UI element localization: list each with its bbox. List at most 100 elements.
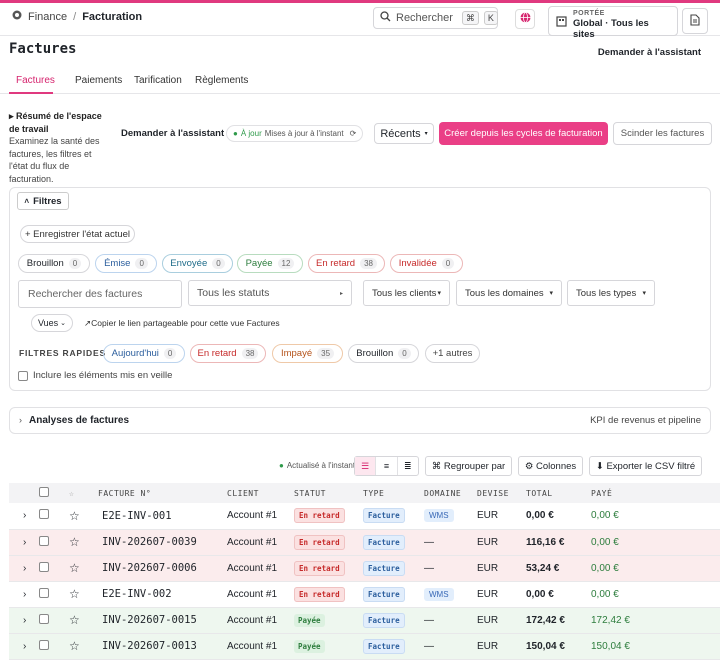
invoice-search-input[interactable]: Rechercher des factures <box>18 280 182 308</box>
select-all-checkbox[interactable] <box>39 487 49 497</box>
col-star: ☆ <box>69 483 98 503</box>
domain-cell: — <box>424 555 477 581</box>
table-row[interactable]: › ☆ E2E-INV-002 Account #1 En retard Facture W… <box>9 581 720 607</box>
recent-dropdown[interactable]: Récents ▾ <box>374 123 434 144</box>
star-icon[interactable]: ☆ <box>69 587 80 601</box>
views-label: Vues <box>37 318 59 328</box>
chevron-right-icon[interactable]: › <box>23 536 27 548</box>
invoice-analytics-section[interactable]: › Analyses de factures KPI de revenus et… <box>9 407 711 434</box>
row-checkbox[interactable] <box>39 509 49 520</box>
table-row[interactable]: › ☆ INV-202607-0015 Account #1 Payée Facture —… <box>9 607 720 633</box>
save-state-button[interactable]: + Enregistrer l'état actuel <box>20 225 135 243</box>
create-from-cycles-button[interactable]: Créer depuis les cycles de facturation <box>439 122 608 145</box>
domain-badge: WMS <box>424 587 454 601</box>
star-cell: ☆ <box>69 633 98 659</box>
row-checkbox[interactable] <box>39 587 49 598</box>
quick-filter-draft[interactable]: Brouillon 0 <box>348 344 419 363</box>
col-domain[interactable]: DOMAINE <box>424 488 462 498</box>
chevron-right-icon[interactable]: › <box>23 640 27 652</box>
ask-assistant-button[interactable]: Demander à l'assistant <box>121 128 225 139</box>
quick-filter-today[interactable]: Aujourd'hui 0 <box>103 344 185 363</box>
copy-share-link[interactable]: ↗Copier le lien partageable pour cette v… <box>84 318 280 328</box>
workspace-summary-toggle[interactable]: ▸ Résumé de l'espace de travail <box>9 110 109 135</box>
expand-cell: › <box>9 607 39 633</box>
star-icon[interactable]: ☆ <box>69 639 80 653</box>
group-by-button[interactable]: ⌘ Regrouper par <box>425 456 512 476</box>
status-chip-emise[interactable]: Émise 0 <box>95 254 157 273</box>
status-chip-brouillon[interactable]: Brouillon 0 <box>18 254 90 273</box>
clients-select[interactable]: Tous les clients ▾ <box>363 280 450 306</box>
status-chip-invalidee[interactable]: Invalidée 0 <box>390 254 463 273</box>
scope-selector[interactable]: PORTÉE Global · Tous les sites <box>548 6 678 40</box>
col-status[interactable]: STATUT <box>294 488 326 498</box>
invoice-id[interactable]: INV-202607-0039 <box>102 536 197 548</box>
client-name: Account #1 <box>227 536 278 548</box>
col-currency[interactable]: DEVISE <box>477 488 509 498</box>
domains-select[interactable]: Tous les domaines ▾ <box>456 280 562 306</box>
invoice-id[interactable]: INV-202607-0015 <box>102 614 197 626</box>
include-snoozed-checkbox[interactable] <box>18 370 28 381</box>
chevron-right-icon[interactable]: › <box>23 614 27 626</box>
ask-assistant-link[interactable]: Demander à l'assistant <box>597 47 701 58</box>
status-select[interactable]: Tous les statuts ▸ <box>188 280 352 306</box>
status-chip-envoyee[interactable]: Envoyée 0 <box>162 254 233 273</box>
types-select[interactable]: Tous les types ▾ <box>567 280 655 306</box>
star-cell: ☆ <box>69 607 98 633</box>
invoice-id[interactable]: INV-202607-0006 <box>102 562 197 574</box>
table-row[interactable]: › ☆ INV-202607-0039 Account #1 En retard Fact… <box>9 529 720 555</box>
columns-button[interactable]: ⚙ Colonnes <box>518 456 583 476</box>
globe-button[interactable] <box>515 9 535 29</box>
col-paid[interactable]: PAYÉ <box>591 488 613 498</box>
chevron-right-icon[interactable]: › <box>23 510 27 522</box>
chevron-right-icon[interactable]: › <box>23 588 27 600</box>
density-compact-icon[interactable]: ☰ <box>355 457 377 475</box>
views-dropdown[interactable]: Vues ⌄ <box>31 314 73 332</box>
export-csv-button[interactable]: ⬇ Exporter le CSV filtré <box>589 456 702 476</box>
table-row[interactable]: › ☆ INV-202607-0013 Account #1 Payée Facture —… <box>9 633 720 659</box>
status-chip-payee[interactable]: Payée 12 <box>237 254 303 273</box>
chevron-right-icon[interactable]: › <box>23 562 27 574</box>
invoice-id[interactable]: E2E-INV-001 <box>102 509 172 522</box>
split-invoices-button[interactable]: Scinder les factures <box>613 122 712 145</box>
invoice-id[interactable]: INV-202607-0013 <box>102 640 197 652</box>
currency: EUR <box>477 510 499 522</box>
row-checkbox[interactable] <box>39 535 49 546</box>
star-icon[interactable]: ☆ <box>69 508 80 523</box>
row-checkbox[interactable] <box>39 613 49 624</box>
domain-empty: — <box>424 536 434 548</box>
tab-tarification[interactable]: Tarification <box>134 75 182 86</box>
star-icon[interactable]: ☆ <box>69 613 80 627</box>
star-icon[interactable]: ☆ <box>69 535 80 549</box>
tab-reglements[interactable]: Règlements <box>195 75 249 86</box>
star-icon[interactable]: ☆ <box>69 561 80 575</box>
quick-filter-more[interactable]: +1 autres <box>425 344 480 363</box>
row-checkbox[interactable] <box>39 561 49 572</box>
table-row[interactable]: › ☆ INV-202607-0006 Account #1 En retard Fact… <box>9 555 720 581</box>
col-total[interactable]: TOTAL <box>526 488 553 498</box>
table-row[interactable]: › ☆ E2E-INV-001 Account #1 En retard Facture W… <box>9 503 720 529</box>
global-search[interactable]: Rechercher ⌘ K <box>373 7 498 29</box>
density-comfortable-icon[interactable]: ≣ <box>404 460 412 471</box>
invoice-id[interactable]: E2E-INV-002 <box>102 588 172 600</box>
client-name: Account #1 <box>227 562 278 574</box>
filters-toggle[interactable]: ˄ Filtres <box>17 192 69 210</box>
tab-paiements[interactable]: Paiements <box>75 75 123 86</box>
paid-amount: 0,00 € <box>591 510 619 522</box>
status-chip-en-retard[interactable]: En retard 38 <box>308 254 385 273</box>
tab-bar: Factures Paiements Tarification Règlemen… <box>0 70 720 94</box>
paid-amount: 0,00 € <box>591 536 619 548</box>
include-snoozed[interactable]: Inclure les éléments mis en veille <box>18 370 172 381</box>
breadcrumb-root[interactable]: Finance <box>28 10 68 23</box>
refresh-icon[interactable]: ⟳ <box>349 129 357 138</box>
quick-filter-unpaid[interactable]: Impayé 35 <box>272 344 343 363</box>
row-checkbox[interactable] <box>39 639 49 650</box>
document-button[interactable] <box>682 8 708 34</box>
col-invoice[interactable]: FACTURE N° <box>98 488 152 498</box>
finance-icon <box>12 10 22 23</box>
col-type[interactable]: TYPE <box>363 488 385 498</box>
density-normal-icon[interactable]: ≡ <box>376 457 398 475</box>
tab-factures[interactable]: Factures <box>16 75 55 86</box>
document-icon <box>690 13 700 29</box>
col-client[interactable]: CLIENT <box>227 488 259 498</box>
quick-filter-late[interactable]: En retard 38 <box>190 344 266 363</box>
